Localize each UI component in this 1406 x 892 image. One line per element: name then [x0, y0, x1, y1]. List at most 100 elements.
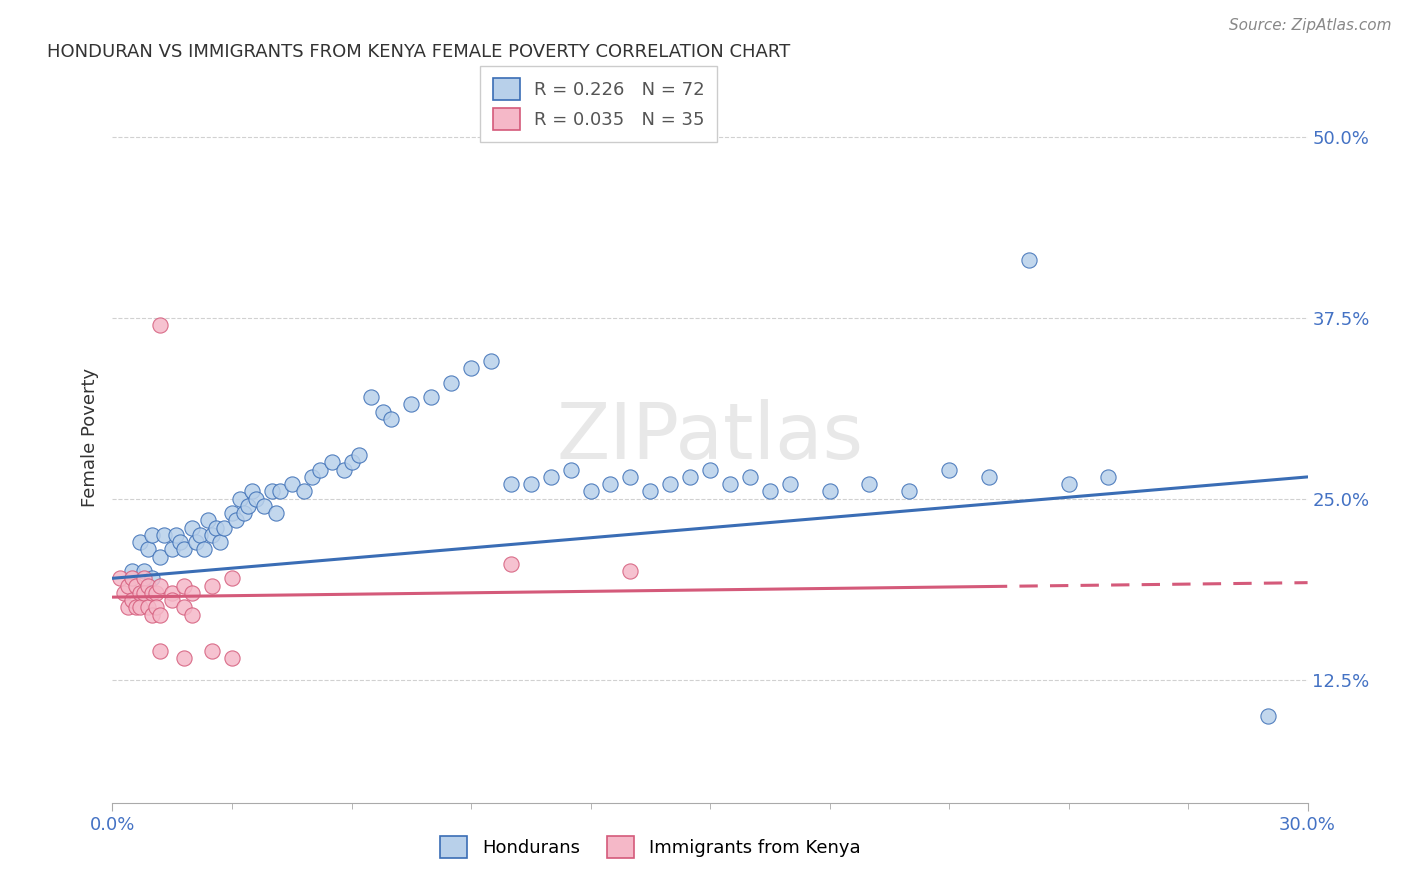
Point: [141, 528, 163, 542]
Point: [138, 600, 160, 615]
Point: [221, 651, 243, 665]
Point: [173, 651, 195, 665]
Point: [149, 607, 172, 622]
Point: [212, 520, 235, 534]
Text: Source: ZipAtlas.com: Source: ZipAtlas.com: [1229, 18, 1392, 33]
Point: [121, 564, 143, 578]
Point: [818, 484, 841, 499]
Point: [938, 463, 960, 477]
Point: [260, 484, 283, 499]
Point: [579, 484, 602, 499]
Point: [659, 477, 682, 491]
Point: [181, 520, 204, 534]
Point: [181, 586, 204, 600]
Point: [162, 593, 183, 607]
Point: [134, 571, 156, 585]
Point: [233, 506, 256, 520]
Point: [181, 607, 204, 622]
Point: [121, 571, 143, 585]
Point: [162, 542, 183, 557]
Point: [110, 571, 132, 585]
Point: [197, 513, 219, 527]
Point: [221, 506, 243, 520]
Point: [540, 470, 562, 484]
Point: [173, 578, 195, 592]
Point: [560, 463, 582, 477]
Point: [138, 542, 160, 557]
Point: [460, 361, 482, 376]
Point: [332, 463, 354, 477]
Point: [201, 644, 224, 658]
Point: [117, 600, 139, 615]
Point: [380, 412, 402, 426]
Point: [236, 499, 259, 513]
Point: [349, 448, 371, 462]
Point: [188, 528, 211, 542]
Point: [229, 491, 252, 506]
Point: [221, 571, 243, 585]
Point: [264, 506, 287, 520]
Point: [149, 318, 172, 332]
Point: [245, 491, 267, 506]
Point: [308, 463, 330, 477]
Point: [499, 557, 522, 571]
Point: [117, 578, 139, 592]
Point: [253, 499, 276, 513]
Point: [153, 528, 176, 542]
Point: [209, 535, 232, 549]
Point: [138, 578, 160, 592]
Point: [114, 586, 135, 600]
Point: [858, 477, 880, 491]
Point: [186, 535, 208, 549]
Point: [134, 586, 156, 600]
Point: [145, 586, 167, 600]
Point: [145, 600, 167, 615]
Point: [129, 600, 152, 615]
Y-axis label: Female Poverty: Female Poverty: [80, 368, 98, 507]
Point: [173, 600, 195, 615]
Point: [141, 607, 163, 622]
Point: [269, 484, 291, 499]
Point: [193, 542, 215, 557]
Point: [125, 600, 148, 615]
Point: [134, 564, 156, 578]
Point: [699, 463, 721, 477]
Point: [141, 571, 163, 585]
Point: [149, 644, 172, 658]
Point: [1018, 252, 1040, 267]
Point: [141, 586, 163, 600]
Point: [977, 470, 1000, 484]
Point: [205, 520, 228, 534]
Point: [169, 535, 191, 549]
Point: [162, 586, 183, 600]
Text: ZIPatlas: ZIPatlas: [557, 399, 863, 475]
Point: [292, 484, 315, 499]
Legend: Hondurans, Immigrants from Kenya: Hondurans, Immigrants from Kenya: [432, 827, 869, 867]
Point: [898, 484, 921, 499]
Point: [640, 484, 662, 499]
Point: [281, 477, 304, 491]
Point: [619, 470, 641, 484]
Point: [479, 354, 502, 368]
Point: [679, 470, 702, 484]
Point: [440, 376, 463, 390]
Point: [321, 455, 343, 469]
Point: [373, 405, 395, 419]
Point: [240, 484, 263, 499]
Point: [1097, 470, 1119, 484]
Point: [340, 455, 363, 469]
Point: [225, 513, 247, 527]
Point: [129, 535, 152, 549]
Point: [201, 578, 224, 592]
Point: [759, 484, 782, 499]
Point: [121, 593, 143, 607]
Point: [173, 542, 195, 557]
Point: [619, 564, 641, 578]
Point: [165, 528, 187, 542]
Point: [520, 477, 543, 491]
Point: [420, 390, 443, 404]
Point: [401, 397, 423, 411]
Point: [738, 470, 761, 484]
Point: [779, 477, 801, 491]
Point: [129, 586, 152, 600]
